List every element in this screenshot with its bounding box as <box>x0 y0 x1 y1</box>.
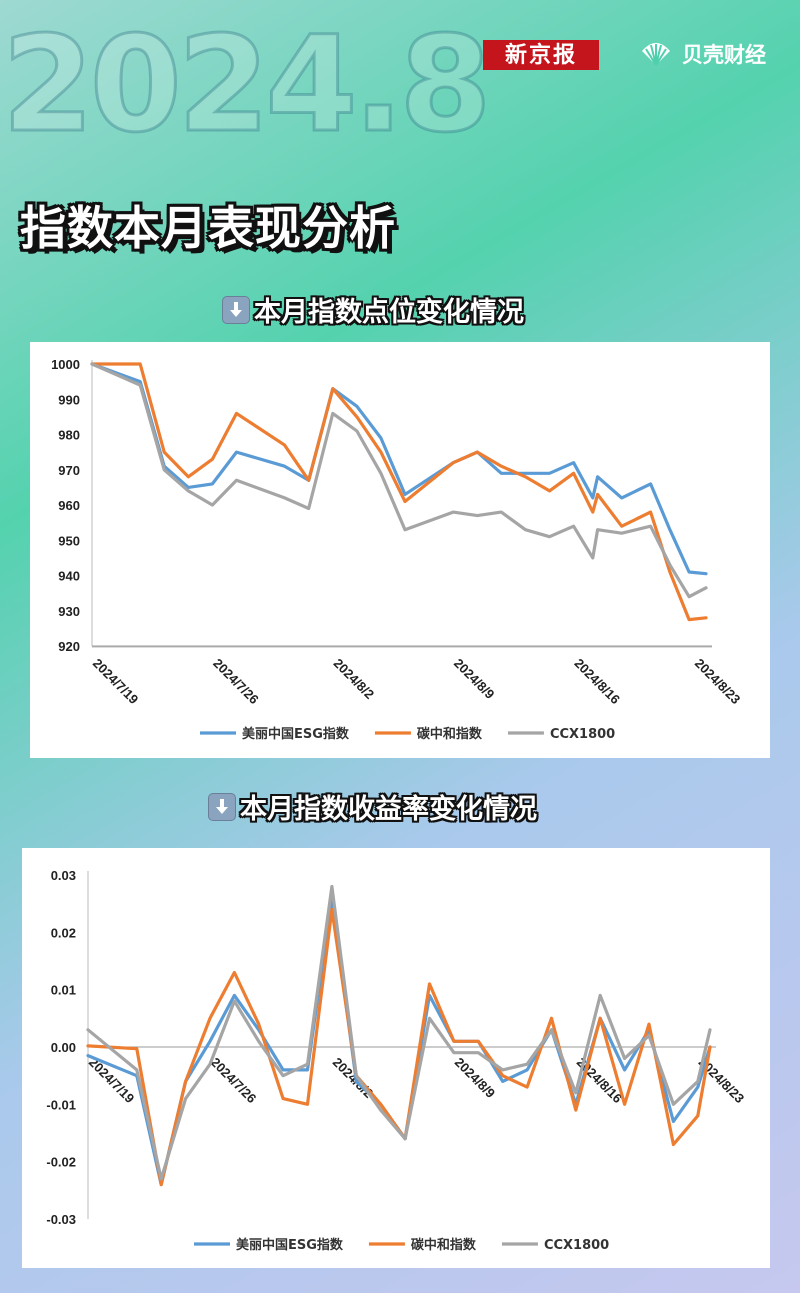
year-watermark: 2024.8 <box>0 7 492 164</box>
y-tick-label: -0.03 <box>46 1212 76 1227</box>
index-level-svg: 920 930 940 950 960 970 980 990 1000 2024/7/19 202… <box>51 357 744 742</box>
brand-logo-beike: 贝壳财经 <box>636 36 766 72</box>
series-line-1 <box>86 907 712 1187</box>
y-tick-label: 950 <box>58 533 80 548</box>
legend-label: 美丽中国ESG指数 <box>236 1237 344 1253</box>
y-tick-label: 920 <box>58 639 80 654</box>
series-line-1 <box>90 362 708 622</box>
y-tick-label: 0.00 <box>51 1040 76 1055</box>
index-return-chart: -0.03 -0.02 -0.01 0.00 0.01 0.02 0.03 2024/7/19… <box>22 848 770 1268</box>
y-tick-label: 990 <box>58 392 80 407</box>
y-tick-label: 0.02 <box>51 925 76 940</box>
y-tick-label: 960 <box>58 498 80 513</box>
brand-name: 贝壳财经 <box>682 43 766 67</box>
x-tick-label: 2024/8/9 <box>451 656 497 702</box>
y-tick-label: 970 <box>58 463 80 478</box>
legend-label: CCX1800 <box>550 727 615 742</box>
series-line-2 <box>86 884 712 1181</box>
y-tick-label: 940 <box>58 569 80 584</box>
shell-icon <box>642 43 670 66</box>
y-tick-label: 1000 <box>51 357 80 372</box>
x-tick-label: 2024/7/19 <box>90 656 142 708</box>
section2-title: 本月指数收益率变化情况 <box>240 794 537 825</box>
legend-label: 碳中和指数 <box>417 726 483 742</box>
section2-heading: 本月指数收益率变化情况 <box>208 787 537 826</box>
y-tick-label: 0.03 <box>51 868 76 883</box>
down-arrow-icon <box>208 792 236 821</box>
x-tick-label: 2024/7/26 <box>210 656 262 708</box>
series-line-0 <box>90 362 708 576</box>
down-arrow-icon <box>222 295 250 324</box>
page-title: 指数本月表现分析 <box>20 201 396 255</box>
legend-label: 美丽中国ESG指数 <box>242 726 350 742</box>
series-line-2 <box>90 362 708 599</box>
x-tick-label: 2024/8/16 <box>571 656 623 708</box>
legend-label: 碳中和指数 <box>411 1237 477 1253</box>
y-tick-label: 0.01 <box>51 983 76 998</box>
x-tick-label: 2024/8/23 <box>692 656 744 708</box>
brand-logo-xinjingbao: 新京报 <box>483 40 599 70</box>
legend-label: CCX1800 <box>544 1238 609 1253</box>
y-tick-label: 930 <box>58 604 80 619</box>
x-tick-label: 2024/8/2 <box>331 656 377 702</box>
y-tick-label: 980 <box>58 428 80 443</box>
index-level-chart: 920 930 940 950 960 970 980 990 1000 2024/7/19 202… <box>30 342 770 758</box>
section1-heading: 本月指数点位变化情况 <box>222 290 524 329</box>
index-return-svg: -0.03-0.02-0.010.000.010.020.032024/7/19… <box>46 868 747 1253</box>
y-tick-label: -0.02 <box>46 1155 76 1170</box>
y-tick-label: -0.01 <box>46 1097 76 1112</box>
section1-title: 本月指数点位变化情况 <box>254 297 524 328</box>
x-tick-label: 2024/7/26 <box>208 1055 260 1107</box>
